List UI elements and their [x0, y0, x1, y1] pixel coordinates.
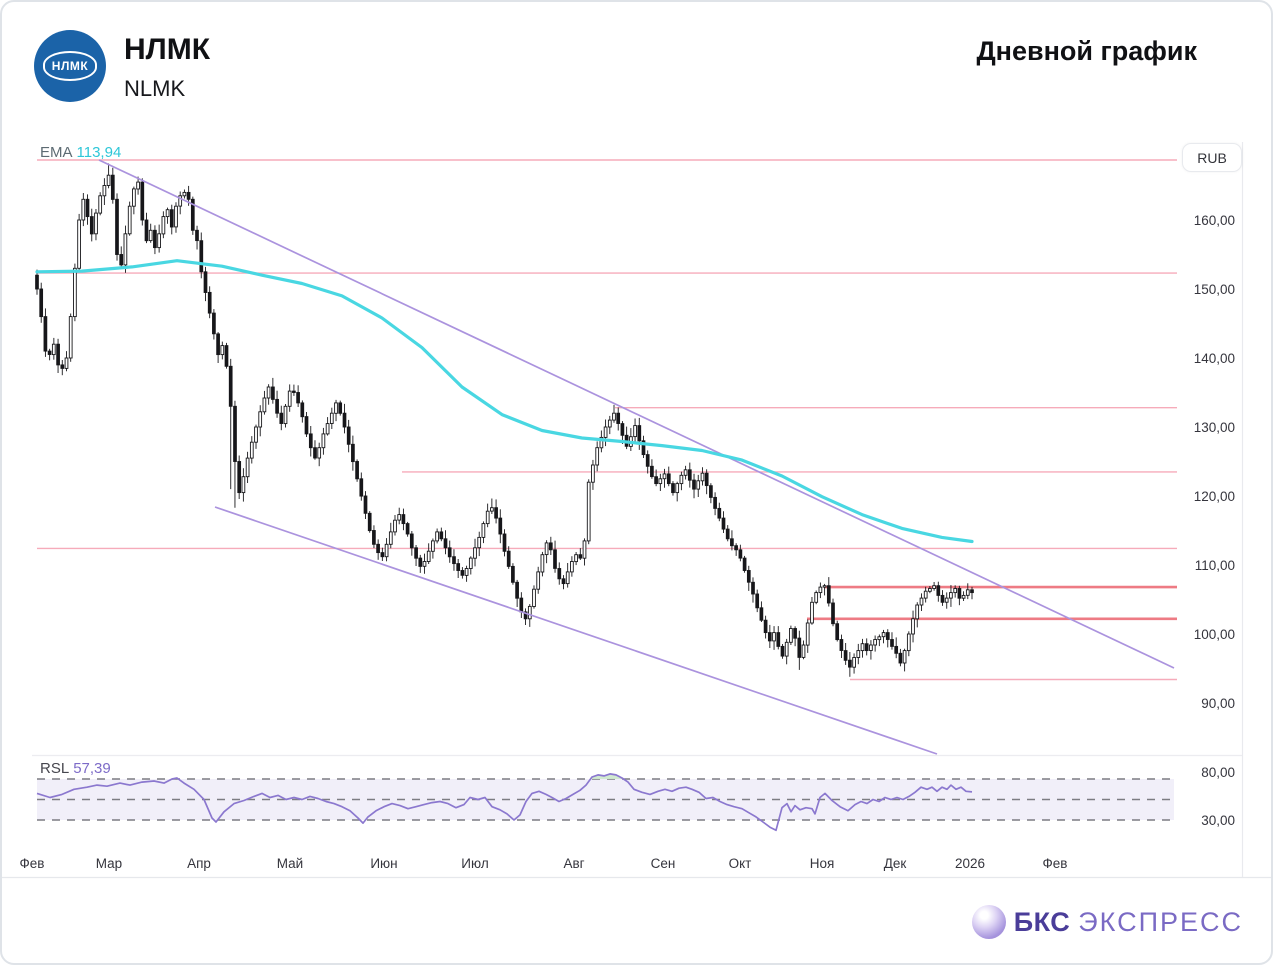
rsi-indicator-label: RSL 57,39 — [40, 760, 111, 777]
svg-text:80,00: 80,00 — [1201, 765, 1235, 780]
svg-text:90,00: 90,00 — [1201, 696, 1235, 711]
svg-text:30,00: 30,00 — [1201, 813, 1235, 828]
nlmk-logo-oval: НЛМК — [42, 51, 98, 81]
footer-brand: БКС ЭКСПРЕСС — [971, 905, 1243, 939]
svg-text:110,00: 110,00 — [1195, 558, 1235, 573]
svg-text:Авг: Авг — [563, 856, 584, 871]
svg-text:Дек: Дек — [884, 856, 907, 871]
page-title: НЛМК — [124, 33, 211, 66]
svg-text:Июн: Июн — [370, 856, 397, 871]
svg-text:Июл: Июл — [461, 856, 488, 871]
nlmk-logo: НЛМК — [34, 30, 106, 102]
ema-value: 113,94 — [76, 144, 122, 161]
svg-text:150,00: 150,00 — [1194, 282, 1235, 297]
ema-indicator-label: EMA 113,94 — [40, 144, 121, 161]
bks-logo-icon — [971, 905, 1006, 939]
chart-canvas[interactable]: 160,00 150,00 140,00 130,00 120,00 110,00 100,… — [2, 132, 1273, 882]
svg-text:130,00: 130,00 — [1194, 420, 1235, 435]
svg-text:2026: 2026 — [955, 856, 985, 871]
svg-text:100,00: 100,00 — [1194, 627, 1235, 642]
svg-text:140,00: 140,00 — [1194, 351, 1235, 366]
timeframe-title: Дневной график — [976, 36, 1197, 66]
rsi-value: 57,39 — [73, 760, 111, 777]
svg-text:Апр: Апр — [187, 856, 211, 871]
svg-text:Фев: Фев — [20, 856, 45, 871]
brand-express: ЭКСПРЕСС — [1078, 906, 1243, 937]
currency-badge[interactable]: RUB — [1182, 143, 1242, 172]
ema-label-text: EMA — [40, 144, 73, 161]
brand-bks: БКС — [1013, 906, 1071, 937]
nlmk-logo-text: НЛМК — [51, 59, 89, 73]
svg-text:Окт: Окт — [729, 856, 752, 871]
rsi-label-text: RSL — [40, 760, 70, 777]
ticker-subtitle: NLMK — [124, 76, 186, 101]
svg-text:Май: Май — [277, 856, 303, 871]
header: НЛМК НЛМК NLMK Дневной график — [32, 28, 1241, 118]
svg-text:Сен: Сен — [651, 856, 676, 871]
svg-text:Мар: Мар — [96, 856, 122, 871]
svg-text:Ноя: Ноя — [810, 856, 835, 871]
price-chart[interactable]: 160,00 150,00 140,00 130,00 120,00 110,00 100,… — [2, 132, 1273, 882]
svg-text:Фев: Фев — [1043, 856, 1068, 871]
svg-text:160,00: 160,00 — [1194, 213, 1235, 228]
svg-text:120,00: 120,00 — [1194, 489, 1235, 504]
